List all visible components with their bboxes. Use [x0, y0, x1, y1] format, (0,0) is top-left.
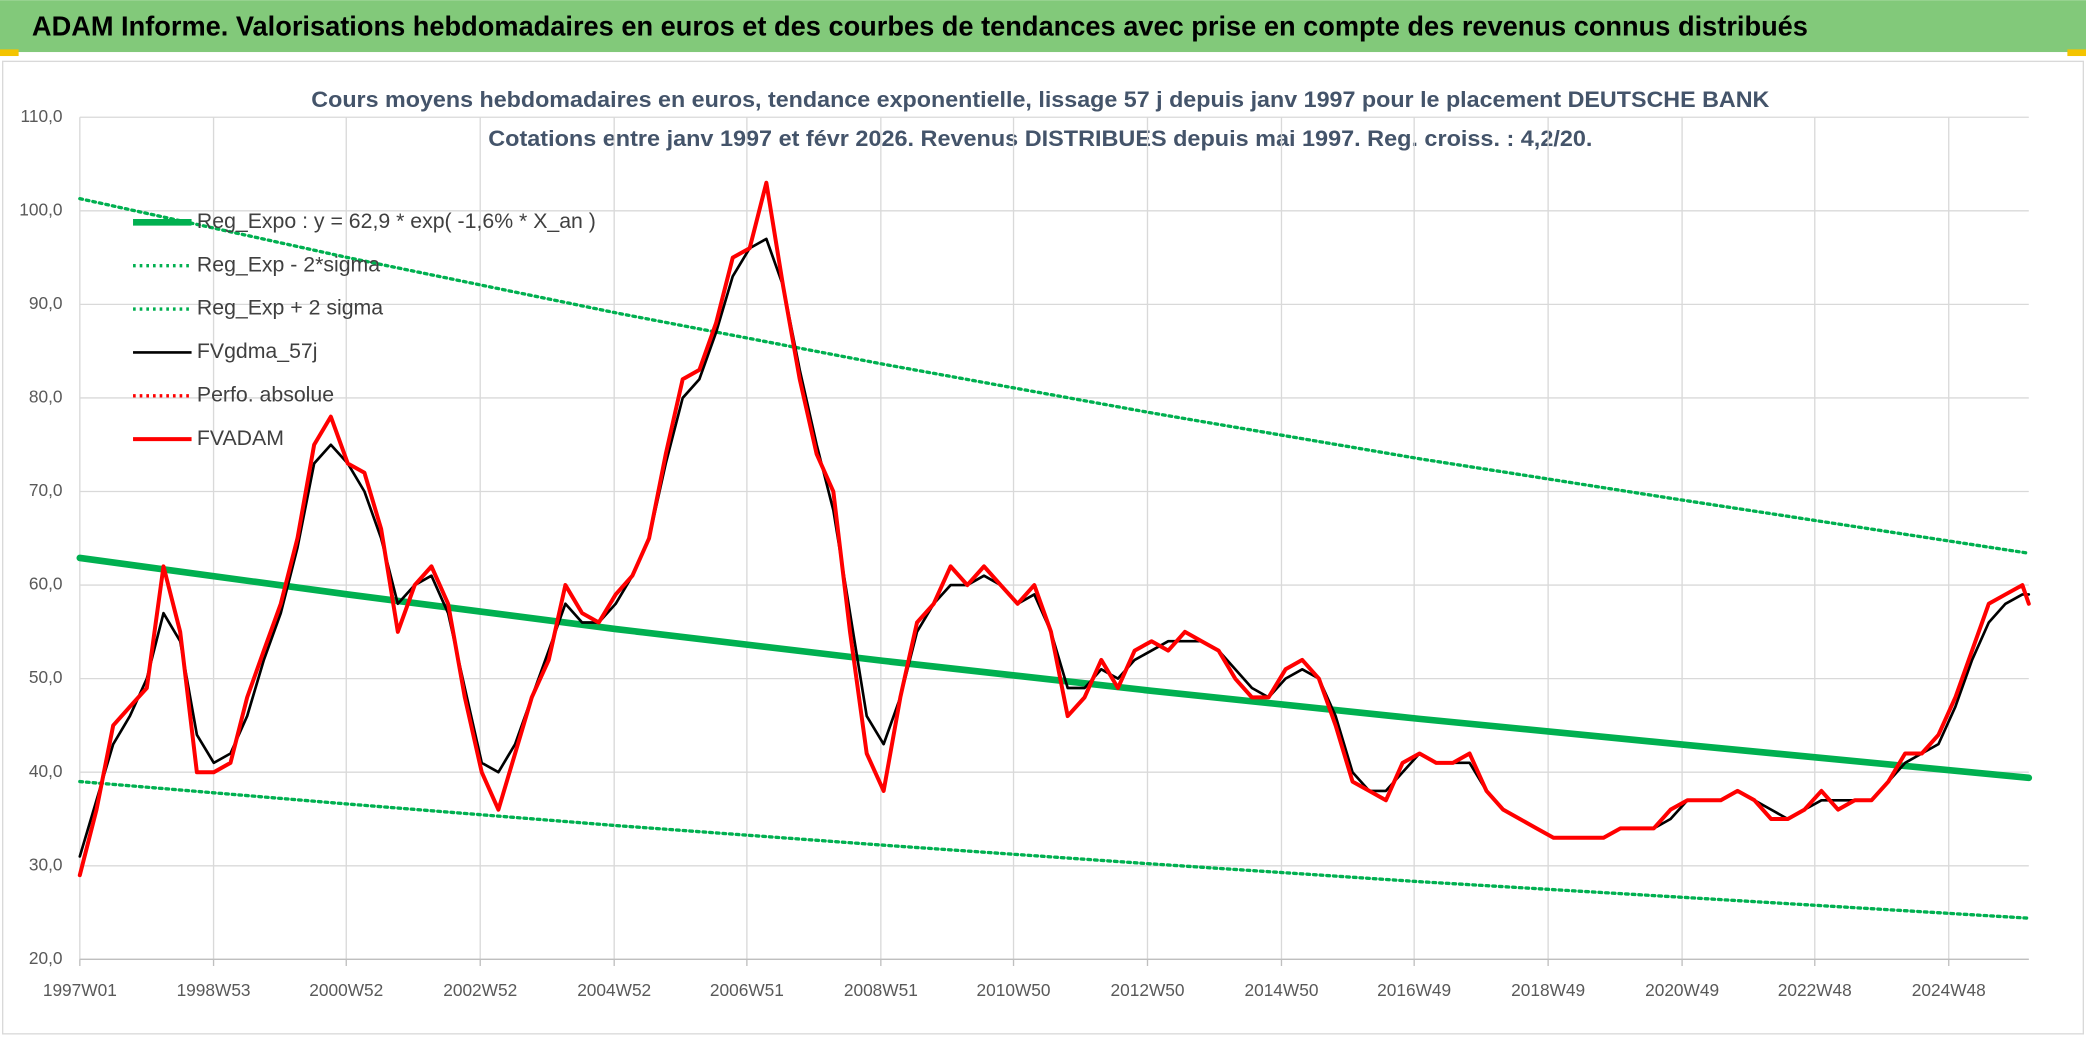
- legend-label: Reg_Exp - 2*sigma: [197, 252, 380, 276]
- x-tick-label: 2008W51: [844, 980, 918, 1000]
- x-tick-label: 2010W50: [977, 980, 1051, 1000]
- chart-subtitle: Cotations entre janv 1997 et févr 2026. …: [488, 126, 1592, 151]
- legend-label: Perfo. absolue: [197, 382, 334, 406]
- page-title: ADAM Informe. Valorisations hebdomadaire…: [32, 10, 1808, 41]
- series-line: [78, 196, 2031, 555]
- title-bar: [0, 0, 2086, 53]
- y-tick-label: 20,0: [29, 948, 63, 968]
- x-tick-label: 2002W52: [443, 980, 517, 1000]
- y-tick-label: 90,0: [29, 293, 63, 313]
- series-line: [77, 180, 2031, 878]
- grid: 20,0 30,0 40,0 50,0 60,0 70,0 80,0 90,0 100,0 110…: [19, 106, 2029, 1000]
- legend-label: Reg_Expo : y = 62,9 * exp( -1,6% * X_an …: [197, 209, 596, 233]
- y-tick-label: 50,0: [29, 667, 63, 687]
- plot-lines: [76, 180, 2033, 920]
- y-tick-label: 70,0: [29, 480, 63, 500]
- legend-label: FVgdma_57j: [197, 339, 318, 363]
- legend: Reg_Expo : y = 62,9 * exp( -1,6% * X_an …: [133, 209, 596, 450]
- x-tick-label: 2018W49: [1511, 980, 1585, 1000]
- corner-mark: [2067, 49, 2086, 57]
- y-tick-label: 60,0: [29, 574, 63, 594]
- y-tick-label: 80,0: [29, 387, 63, 407]
- x-tick-label: 2024W48: [1912, 980, 1986, 1000]
- y-tick-label: 110,0: [21, 106, 63, 126]
- legend-label: FVADAM: [197, 426, 284, 450]
- x-tick-label: 2000W52: [309, 980, 383, 1000]
- x-tick-label: 2004W52: [577, 980, 651, 1000]
- legend-label: Reg_Exp + 2 sigma: [197, 296, 383, 320]
- x-tick-label: 2016W49: [1377, 980, 1451, 1000]
- x-tick-label: 2022W48: [1778, 980, 1852, 1000]
- chart-title: Cours moyens hebdomadaires en euros, ten…: [311, 87, 1770, 112]
- y-tick-label: 30,0: [29, 854, 63, 874]
- x-tick-label: 2012W50: [1111, 980, 1185, 1000]
- x-tick-label: 2014W50: [1244, 980, 1318, 1000]
- y-tick-label: 100,0: [19, 199, 62, 219]
- corner-mark: [0, 49, 19, 57]
- series-line: [78, 779, 2031, 920]
- x-tick-label: 2020W49: [1645, 980, 1719, 1000]
- x-tick-label: 1997W01: [43, 980, 117, 1000]
- chart-border: [1, 60, 2085, 1035]
- x-tick-label: 1998W53: [177, 980, 251, 1000]
- y-tick-label: 40,0: [29, 761, 63, 781]
- x-tick-label: 2006W51: [710, 980, 784, 1000]
